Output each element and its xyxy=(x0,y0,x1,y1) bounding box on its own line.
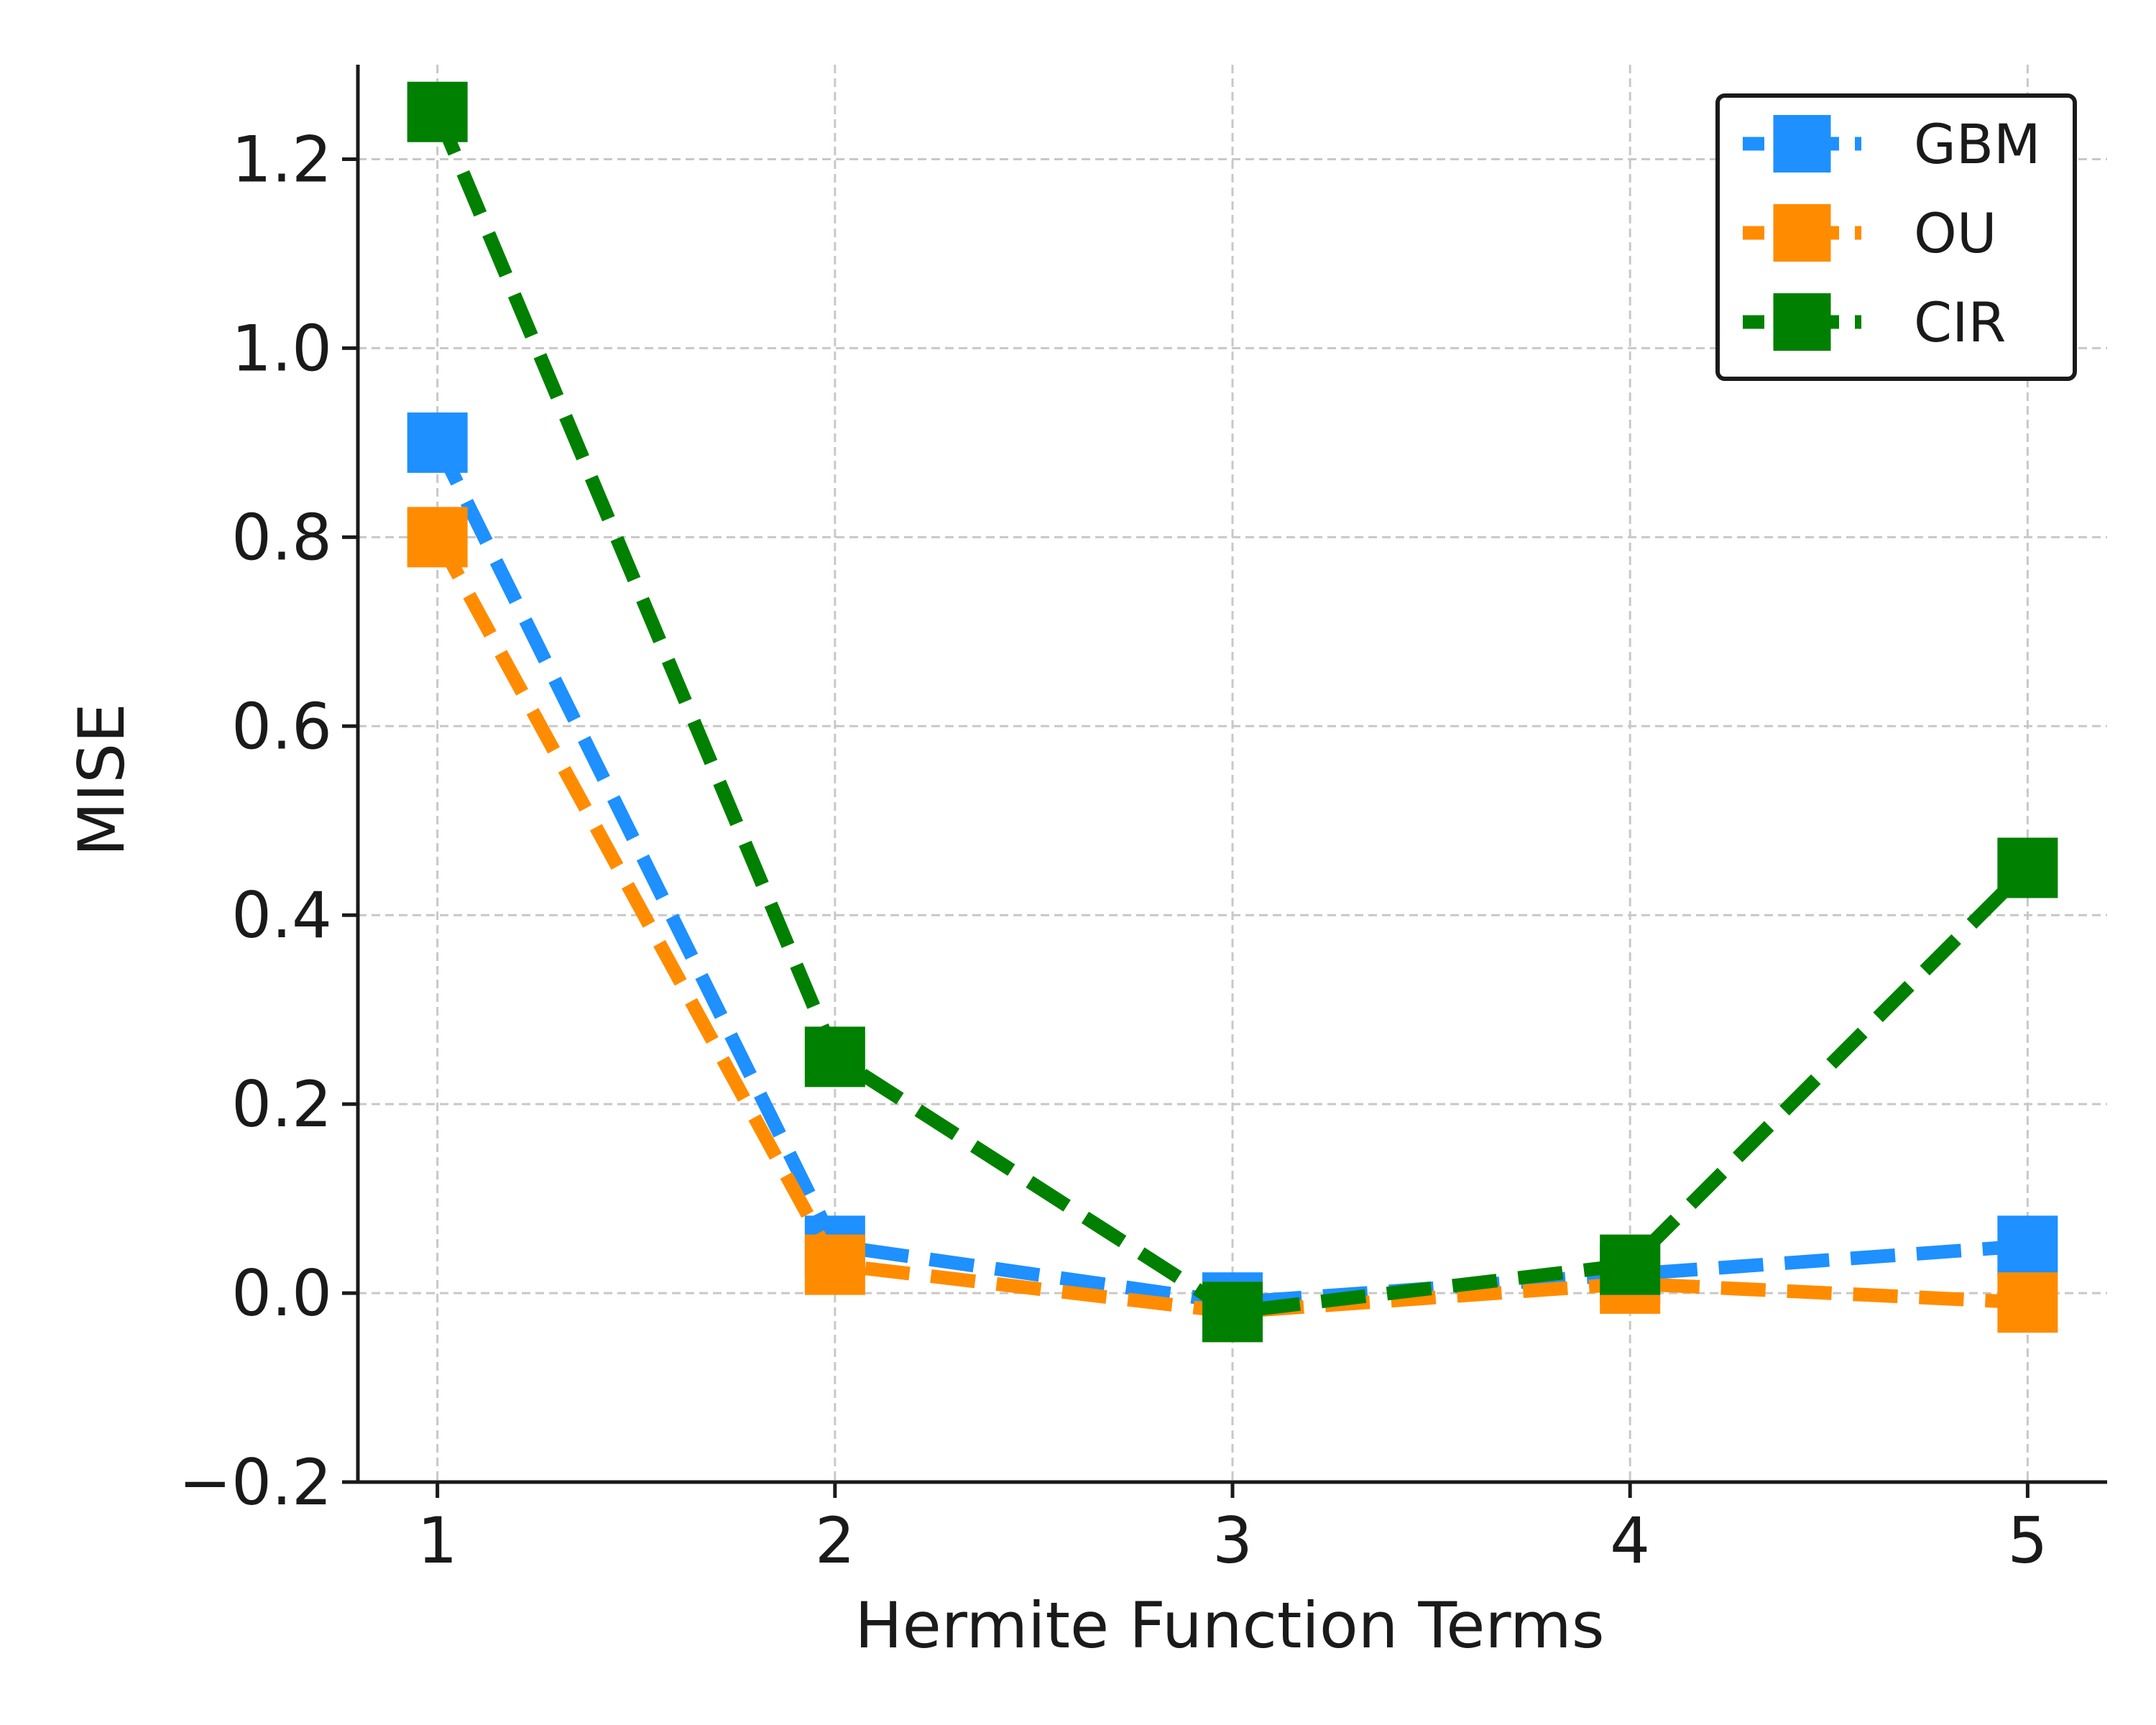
axes xyxy=(342,65,2107,1498)
data-point xyxy=(407,412,468,473)
y-tick-label: 0.4 xyxy=(231,878,332,952)
x-tick-label: 4 xyxy=(1610,1504,1650,1578)
data-point xyxy=(407,507,468,568)
data-point xyxy=(1997,837,2058,898)
y-tick-label: 1.0 xyxy=(231,311,332,385)
x-tick-label: 3 xyxy=(1212,1504,1253,1578)
legend-item-cir: CIR xyxy=(1743,290,2006,354)
data-point xyxy=(1202,1282,1263,1343)
series-cir xyxy=(407,81,2058,1343)
y-tick-label: 0.0 xyxy=(231,1256,332,1330)
x-tick-label: 1 xyxy=(418,1504,458,1578)
data-point xyxy=(1997,1215,2058,1276)
legend: GBM OU CIR xyxy=(1715,93,2077,381)
legend-label: OU xyxy=(1914,201,1996,265)
legend-marker xyxy=(1773,293,1831,351)
x-tick-label: 2 xyxy=(815,1504,855,1578)
tick-labels: 1 2 3 4 5 −0.2 0.0 0.2 0.4 0.6 0.8 1.0 1.2 xyxy=(178,122,2047,1578)
legend-marker xyxy=(1773,115,1831,172)
y-tick-label: 0.8 xyxy=(231,500,332,574)
y-tick-label: 1.2 xyxy=(231,122,332,196)
data-point xyxy=(1600,1234,1661,1295)
legend-marker xyxy=(1773,204,1831,262)
legend-item-ou: OU xyxy=(1743,201,1996,265)
legend-label: CIR xyxy=(1914,290,2006,354)
x-tick-label: 5 xyxy=(2007,1504,2047,1578)
data-point xyxy=(407,81,468,142)
y-tick-label: 0.2 xyxy=(231,1067,332,1141)
x-axis-title: Hermite Function Terms xyxy=(854,1588,1604,1662)
data-point xyxy=(1997,1272,2058,1333)
data-point xyxy=(804,1026,865,1087)
data-point xyxy=(804,1234,865,1295)
y-tick-label: −0.2 xyxy=(178,1445,332,1519)
y-tick-label: 0.6 xyxy=(231,689,332,763)
legend-item-gbm: GBM xyxy=(1743,112,2041,176)
y-axis-title: MISE xyxy=(65,703,139,856)
legend-items: GBM OU CIR xyxy=(1743,112,2041,354)
legend-label: GBM xyxy=(1914,112,2041,176)
series-group xyxy=(407,81,2058,1343)
